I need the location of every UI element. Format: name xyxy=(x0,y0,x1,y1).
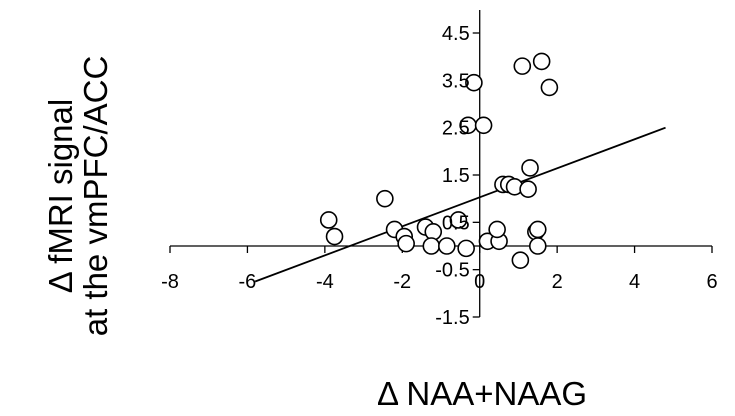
data-point xyxy=(397,234,415,253)
x-tick-label: 4 xyxy=(629,271,640,293)
data-point xyxy=(422,237,441,255)
x-tick-label: 6 xyxy=(706,271,717,293)
trendline xyxy=(254,126,666,283)
y-tick-label: 1.5 xyxy=(442,165,470,187)
x-tick-label: -2 xyxy=(393,271,411,293)
data-point xyxy=(521,159,539,177)
data-point xyxy=(488,220,506,239)
y-tick-label: 2.5 xyxy=(442,118,470,140)
data-point xyxy=(449,211,468,229)
y-axis-title-line-1: Δ fMRI signal xyxy=(42,99,79,293)
data-point xyxy=(519,180,537,198)
y-axis-title-line-2: at the vmPFC/ACC xyxy=(77,56,114,337)
data-point xyxy=(511,251,530,270)
data-point xyxy=(528,220,547,239)
x-tick-label: -4 xyxy=(316,271,334,293)
x-tick-label: 0 xyxy=(474,271,485,293)
data-point xyxy=(319,211,338,229)
data-point xyxy=(376,189,394,208)
data-point xyxy=(424,223,443,241)
data-point xyxy=(465,73,483,92)
x-tick-label: -6 xyxy=(239,271,257,293)
y-tick-label: 0.5 xyxy=(442,212,470,234)
x-tick-label: 2 xyxy=(552,271,563,293)
y-tick-label: 4.5 xyxy=(442,23,470,45)
data-point xyxy=(457,239,475,258)
data-point xyxy=(438,237,456,255)
y-tick-label: -1.5 xyxy=(435,307,469,329)
y-tick-label: 3.5 xyxy=(442,70,470,92)
data-point xyxy=(513,57,532,75)
data-points xyxy=(319,52,559,270)
data-point xyxy=(540,78,559,97)
y-tick-label: -0.5 xyxy=(435,260,469,282)
tick-labels: -8 -6 -4 -2 0 2 4 6 4.5 3.5 2.5 1.5 0.5 -0.5 -1.5 xyxy=(161,23,717,329)
data-point xyxy=(474,116,493,135)
axis-titles: Δ fMRI signal at the vmPFC/ACC Δ NAA+NAA… xyxy=(42,56,587,412)
data-point xyxy=(532,52,551,71)
x-axis-title: Δ NAA+NAAG xyxy=(377,375,587,412)
data-point xyxy=(528,237,547,255)
trendline-group xyxy=(254,126,666,283)
data-point xyxy=(325,227,344,246)
x-tick-label: -8 xyxy=(161,271,179,293)
